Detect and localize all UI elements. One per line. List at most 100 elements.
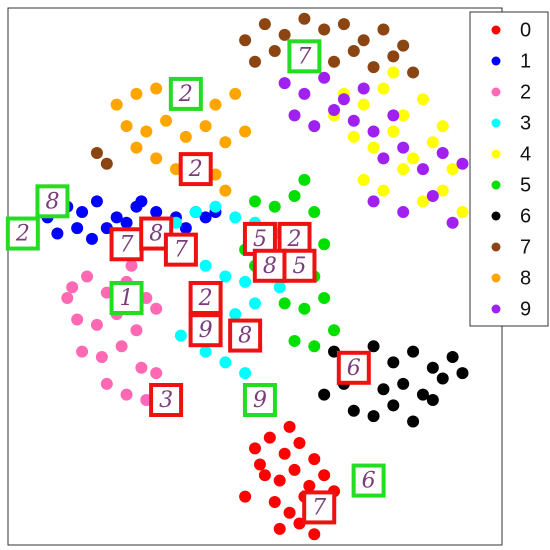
point	[140, 125, 153, 138]
point	[347, 404, 360, 417]
point	[278, 447, 291, 460]
point	[318, 291, 331, 304]
legend-marker	[491, 180, 501, 190]
legend-marker	[491, 56, 501, 66]
point	[61, 291, 74, 304]
point	[209, 98, 222, 111]
point	[367, 141, 380, 154]
thumbnail	[163, 232, 198, 267]
thumbnail	[336, 350, 371, 385]
point	[298, 173, 311, 186]
point	[130, 141, 143, 154]
point	[387, 125, 400, 138]
point	[150, 367, 163, 380]
thumbnail-digit: 9	[253, 388, 267, 413]
thumbnail-digit: 9	[199, 318, 213, 343]
point	[416, 163, 429, 176]
point	[367, 125, 380, 138]
point	[239, 367, 252, 380]
legend-label: 0	[520, 19, 531, 41]
point	[110, 98, 123, 111]
thumbnail-digit: 7	[174, 238, 188, 263]
point	[298, 302, 311, 315]
point	[446, 163, 459, 176]
thumbnail	[109, 227, 144, 262]
point	[288, 463, 301, 476]
point	[456, 367, 469, 380]
point	[308, 340, 321, 353]
thumbnail-digit: 7	[312, 495, 326, 520]
thumbnail	[5, 216, 40, 251]
point	[308, 528, 321, 541]
thumbnail	[168, 76, 203, 111]
point	[66, 281, 79, 294]
point	[76, 206, 89, 219]
point	[387, 66, 400, 79]
legend-marker	[491, 149, 501, 159]
point	[397, 206, 410, 219]
point	[436, 372, 449, 385]
legend-label: 8	[520, 267, 531, 289]
point	[318, 238, 331, 251]
point	[288, 334, 301, 347]
point	[283, 420, 296, 433]
legend-marker	[491, 273, 501, 283]
legend-marker	[491, 118, 501, 128]
point	[110, 211, 123, 224]
point	[90, 318, 103, 331]
legend-label: 6	[520, 205, 531, 227]
point	[446, 351, 459, 364]
point	[407, 66, 420, 79]
legend-label: 4	[520, 143, 531, 165]
point	[120, 120, 133, 133]
thumbnail	[149, 383, 184, 418]
point	[100, 157, 113, 170]
point	[179, 130, 192, 143]
point	[150, 152, 163, 165]
point	[199, 259, 212, 272]
point	[76, 345, 89, 358]
point	[199, 345, 212, 358]
point	[268, 44, 281, 57]
point	[367, 410, 380, 423]
point	[71, 222, 84, 235]
point	[416, 93, 429, 106]
point	[308, 206, 321, 219]
point	[303, 479, 316, 492]
point	[100, 377, 113, 390]
point	[219, 136, 232, 149]
point	[115, 340, 128, 353]
thumbnail-digit: 5	[292, 254, 306, 279]
legend-box	[469, 11, 549, 327]
point	[367, 61, 380, 74]
point	[273, 522, 286, 535]
point	[263, 431, 276, 444]
point	[71, 313, 84, 326]
point	[273, 474, 286, 487]
point	[160, 114, 173, 127]
point	[377, 152, 390, 165]
point	[229, 308, 242, 321]
point	[130, 324, 143, 337]
point	[95, 351, 108, 364]
point	[288, 189, 301, 202]
point	[407, 415, 420, 428]
point	[174, 329, 187, 342]
point	[337, 18, 350, 31]
point	[135, 361, 148, 374]
point	[387, 109, 400, 122]
thumbnail	[302, 490, 337, 525]
thumbnail-digit: 6	[347, 356, 361, 381]
point	[249, 55, 261, 68]
point	[283, 506, 296, 519]
point	[229, 211, 242, 224]
point	[357, 82, 370, 95]
point	[258, 469, 271, 482]
thumbnail-digit: 1	[120, 286, 134, 311]
legend-label: 5	[520, 174, 531, 196]
legend-label: 3	[520, 112, 531, 134]
legend-label: 2	[520, 81, 531, 103]
point	[426, 189, 439, 202]
thumbnail-digit: 2	[178, 82, 193, 107]
thumbnail	[178, 152, 213, 187]
